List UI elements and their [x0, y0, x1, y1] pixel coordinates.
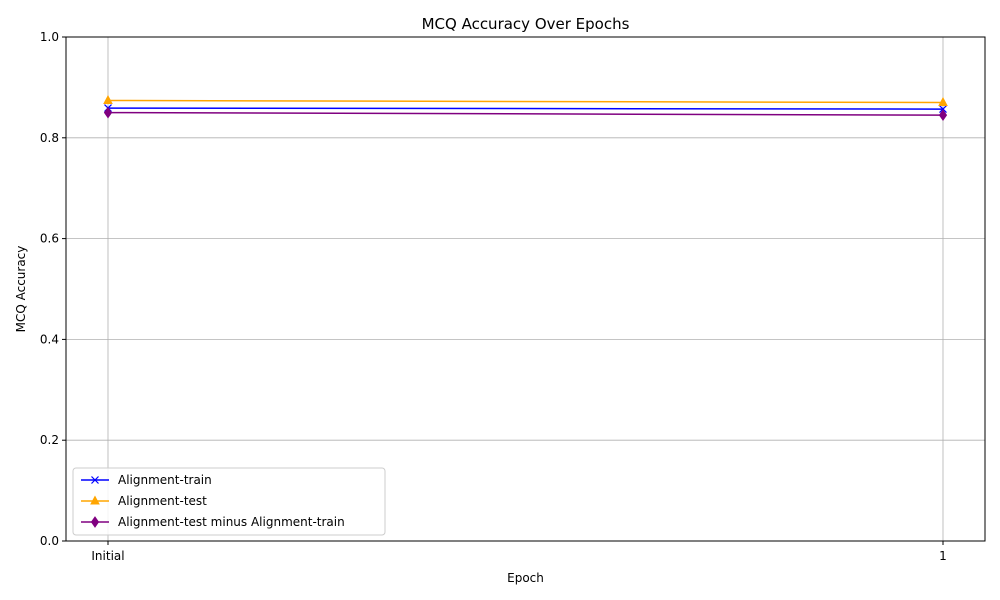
legend-marker-stroke: [91, 476, 99, 484]
legend-item: Alignment-train: [81, 473, 212, 487]
data-point: [103, 94, 113, 105]
data-point: [939, 105, 947, 113]
series-group: [103, 94, 948, 121]
series-2: [103, 106, 948, 121]
series-line: [107, 111, 944, 116]
legend-label: Alignment-train: [118, 473, 212, 487]
x-tick-label: Initial: [91, 549, 124, 563]
legend-marker: [90, 516, 100, 528]
legend: Alignment-train Alignment-test Alignment-t…: [72, 467, 386, 536]
y-tick-label: 0.2: [40, 433, 59, 447]
x-axis-label: Epoch: [507, 571, 544, 585]
y-tick-label: 0.8: [40, 131, 59, 145]
legend-item: Alignment-test minus Alignment-train: [81, 515, 345, 529]
y-tick-label: 0.4: [40, 332, 59, 346]
y-tick-label: 0.6: [40, 232, 59, 246]
legend-label: Alignment-test minus Alignment-train: [118, 515, 345, 529]
legend-label: Alignment-test: [118, 494, 207, 508]
data-point-stroke: [939, 105, 947, 113]
data-point: [938, 109, 948, 121]
legend-marker: [90, 495, 100, 505]
x-tick-label: 1: [939, 549, 947, 563]
series-1: [103, 94, 948, 107]
series-line: [107, 107, 944, 110]
legend-item: Alignment-test: [81, 494, 207, 508]
data-point: [938, 96, 948, 107]
y-tick-label: 0.0: [40, 534, 59, 548]
plot-frame: [65, 36, 986, 542]
data-point: [103, 106, 113, 119]
legend-marker: [91, 476, 99, 484]
legend-box: [72, 467, 386, 536]
y-axis-label: MCQ Accuracy: [14, 246, 28, 333]
y-tick-label: 1.0: [40, 30, 59, 44]
chart-title: MCQ Accuracy Over Epochs: [422, 15, 630, 33]
series-line: [107, 99, 944, 104]
ticks: 0.0 0.2 0.4 0.6 0.8 1.0 Initial 1: [40, 30, 947, 563]
